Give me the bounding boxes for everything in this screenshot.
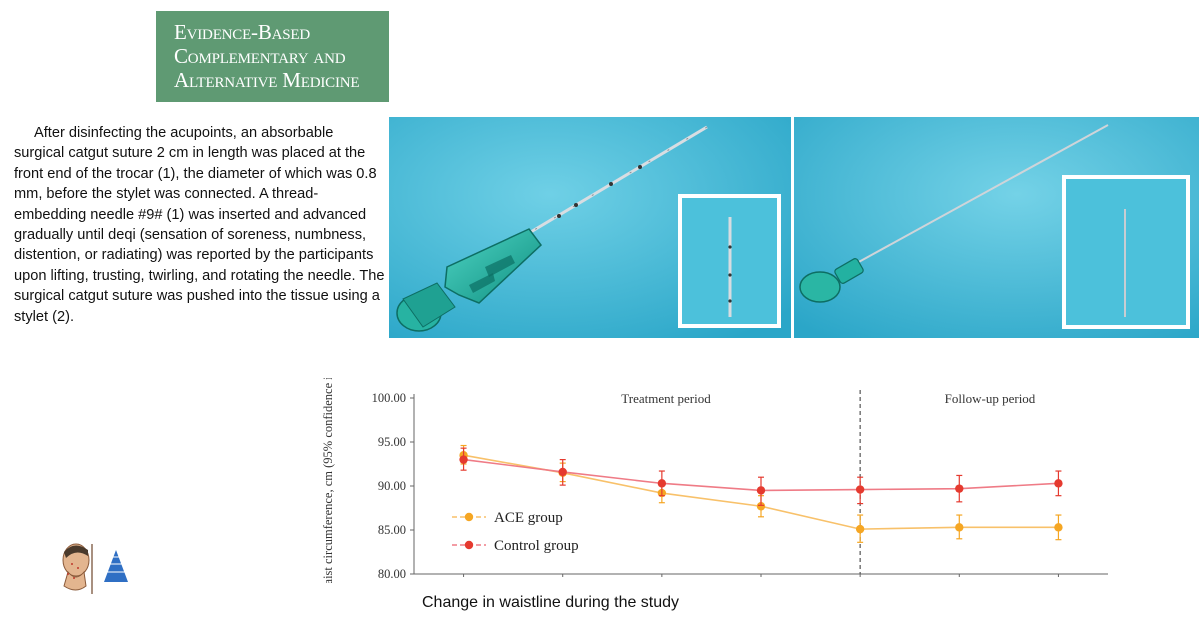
data-point bbox=[1054, 523, 1063, 532]
legend-marker bbox=[464, 540, 474, 550]
data-point bbox=[756, 486, 766, 495]
y-tick-label: 95.00 bbox=[378, 435, 406, 449]
journal-logo: Evidence-Based Complementary and Alterna… bbox=[156, 11, 389, 102]
legend-label: ACE group bbox=[494, 510, 563, 526]
journal-logo-line-2: Complementary and bbox=[174, 44, 346, 68]
journal-logo-line-3: Alternative Medicine bbox=[174, 68, 360, 92]
data-point bbox=[756, 502, 766, 511]
period-label-treatment: Treatment period bbox=[621, 391, 711, 406]
needle-photo-trocar-image bbox=[389, 117, 791, 338]
y-tick-label: 100.00 bbox=[372, 391, 406, 405]
acupuncture-head-illustration bbox=[54, 538, 134, 605]
needle-photo-stylet-image bbox=[794, 117, 1199, 338]
legend-label: Control group bbox=[494, 538, 579, 554]
needle-photo-trocar bbox=[389, 117, 791, 338]
period-label-followup: Follow-up period bbox=[945, 391, 1036, 406]
y-tick-label: 80.00 bbox=[378, 567, 406, 581]
y-axis-label: Mean of waist circumference, cm (95% con… bbox=[321, 378, 335, 583]
data-point bbox=[855, 524, 865, 534]
chart-svg: 100.00 95.00 90.00 85.00 80.00 ACE group Cont… bbox=[321, 337, 1108, 630]
data-point bbox=[558, 467, 567, 477]
chart-caption: Change in waistline during the study bbox=[422, 594, 680, 611]
series-control-group bbox=[459, 447, 1063, 506]
data-point bbox=[955, 484, 964, 493]
y-tick-label: 85.00 bbox=[378, 523, 406, 537]
waist-circumference-chart: 100.00 95.00 90.00 85.00 80.00 ACE group Cont… bbox=[318, 337, 1118, 630]
data-point bbox=[459, 455, 468, 464]
data-point bbox=[1054, 479, 1063, 488]
data-point bbox=[955, 523, 964, 532]
data-point bbox=[657, 479, 667, 488]
data-point bbox=[855, 485, 865, 494]
journal-logo-line-1: Evidence-Based bbox=[174, 20, 311, 44]
needle-photo-stylet bbox=[794, 117, 1199, 338]
legend-marker bbox=[464, 512, 474, 522]
body-paragraph: After disinfecting the acupoints, an abs… bbox=[14, 125, 385, 325]
y-tick-label: 90.00 bbox=[378, 479, 406, 493]
